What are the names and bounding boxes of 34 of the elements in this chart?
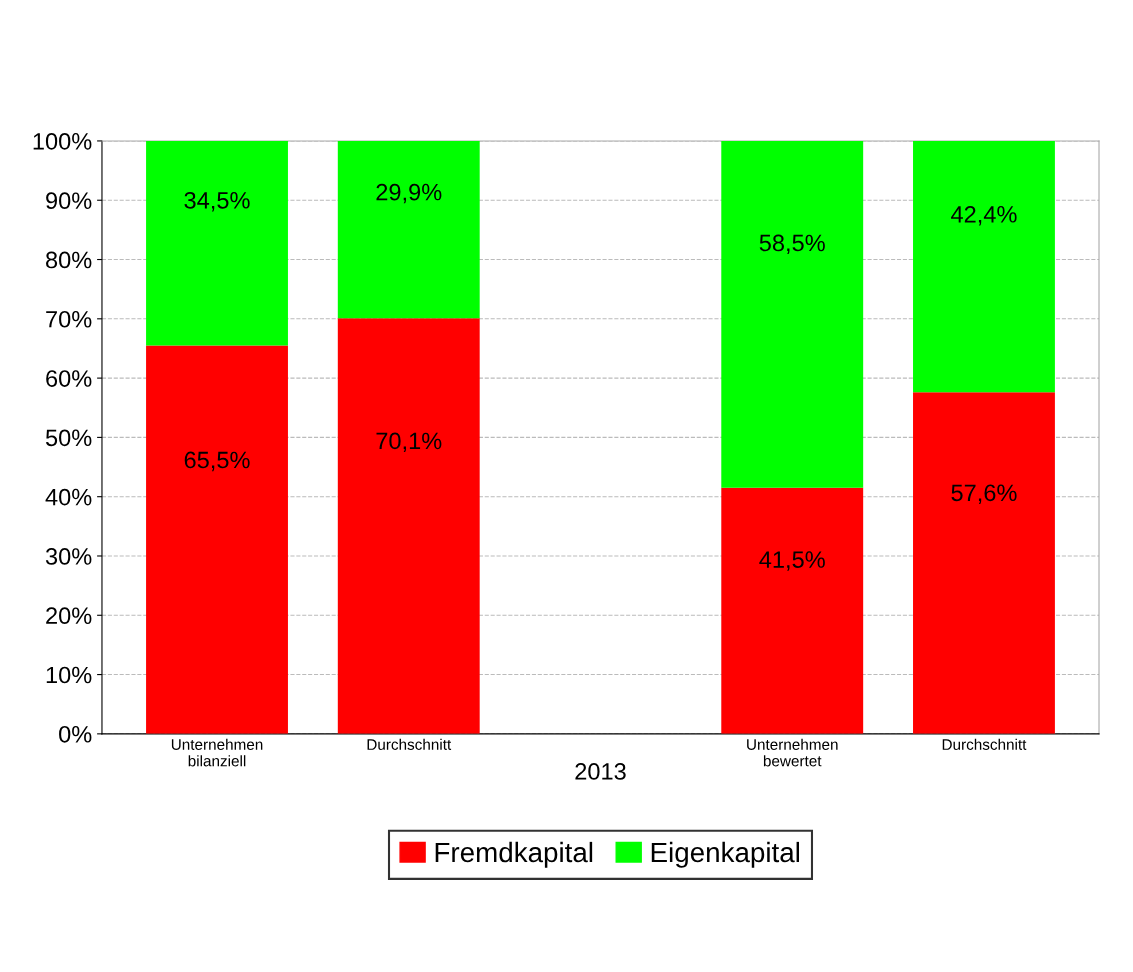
data-label: 34,5% <box>184 191 250 212</box>
x-tick-label: Durchschnitt <box>367 738 452 750</box>
x-tick-label: Unternehmen bilanziell <box>171 738 263 767</box>
x-tick-label: Durchschnitt <box>942 738 1027 750</box>
y-tick-label: 80% <box>46 251 92 269</box>
x-tick-label: Unternehmen bewertet <box>747 738 838 767</box>
bar <box>913 392 1055 734</box>
data-label: 65,5% <box>184 451 250 472</box>
y-tick-label: 30% <box>45 548 92 565</box>
y-tick-label: 100% <box>33 133 92 150</box>
bar <box>913 140 1055 393</box>
data-label: 57,6% <box>951 484 1017 504</box>
bar <box>337 140 480 319</box>
data-label: 41,5% <box>759 551 825 571</box>
y-tick-label: 50% <box>45 429 92 447</box>
y-tick-label: 10% <box>46 666 92 684</box>
y-tick-label: 0% <box>59 725 92 743</box>
bar <box>721 487 864 734</box>
y-tick-label: 20% <box>46 607 92 625</box>
legend-label: Eigenkapital <box>651 841 800 868</box>
bar <box>146 140 288 346</box>
legend-label: Fremdkapital <box>435 841 593 868</box>
data-label: 42,4% <box>951 205 1017 226</box>
bar <box>721 140 864 488</box>
data-label: 58,5% <box>759 234 825 255</box>
bar <box>337 318 480 734</box>
y-tick-label: 70% <box>46 310 92 328</box>
x-axis-title: 2013 <box>575 763 626 780</box>
y-tick-label: 60% <box>46 370 92 387</box>
data-label: 70,1% <box>376 432 442 453</box>
y-tick-label: 40% <box>45 488 92 506</box>
data-label: 29,9% <box>376 183 442 204</box>
y-tick-label: 90% <box>46 192 92 210</box>
bar <box>146 345 288 734</box>
